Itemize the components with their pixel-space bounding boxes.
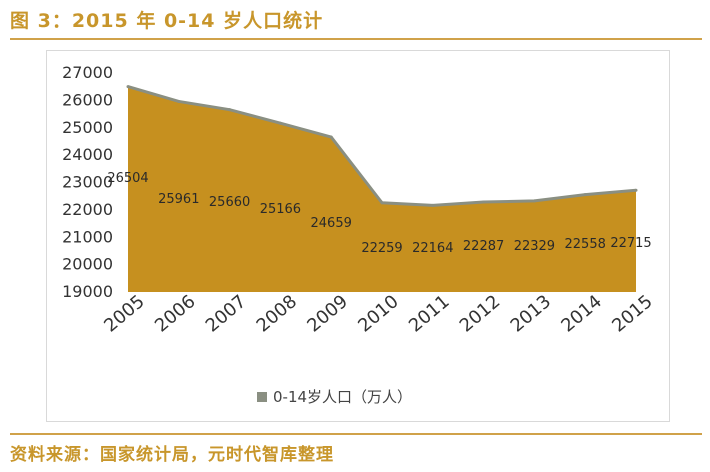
y-tick-label: 21000 (62, 227, 113, 246)
y-tick-label: 19000 (62, 282, 113, 301)
source-note: 资料来源：国家统计局，元时代智库整理 (10, 445, 334, 465)
data-point-2012 (482, 200, 486, 204)
data-label-2015: 22715 (610, 236, 651, 251)
data-point-2005 (126, 85, 130, 89)
data-point-2013 (532, 199, 536, 203)
x-tick-label: 2007 (202, 291, 251, 337)
data-label-2013: 22329 (514, 239, 555, 254)
y-tick-label: 24000 (62, 145, 113, 164)
figure-title: 图 3：2015 年 0-14 岁人口统计 (10, 10, 324, 32)
y-tick-label: 22000 (62, 200, 113, 219)
legend: 0-14岁人口（万人） (257, 388, 412, 406)
x-tick-label: 2012 (456, 291, 505, 337)
x-tick-label: 2006 (151, 291, 200, 337)
x-tick-label: 2008 (253, 291, 302, 337)
y-tick-label: 27000 (62, 63, 113, 82)
data-label-2009: 24659 (311, 216, 352, 231)
x-tick-label: 2014 (557, 291, 606, 337)
title-divider (10, 38, 702, 40)
y-tick-label: 20000 (62, 255, 113, 274)
y-tick-label: 26000 (62, 90, 113, 109)
data-label-2007: 25660 (209, 195, 250, 210)
data-point-2006 (177, 99, 181, 103)
area-layer (126, 85, 638, 292)
data-label-2005: 26504 (107, 171, 148, 186)
data-point-2011 (431, 203, 435, 207)
data-label-2010: 22259 (361, 241, 402, 256)
y-tick-label: 23000 (62, 173, 113, 192)
y-tick-label: 25000 (62, 118, 113, 137)
data-point-2014 (583, 193, 587, 197)
data-labels: 26504 25961 25660 25166 24659 22259 22164 22287… (107, 171, 651, 256)
data-point-2008 (278, 121, 282, 125)
data-label-2008: 25166 (260, 202, 301, 217)
area-series-fill (128, 86, 636, 292)
source-divider (10, 433, 702, 435)
data-label-2012: 22287 (463, 239, 504, 254)
y-axis-ticks: 27000 26000 25000 24000 23000 22000 21000 20000… (62, 63, 113, 301)
legend-swatch (257, 392, 267, 402)
x-axis-ticks: 2005 2006 2007 2008 2009 2010 2011 2012 2013 2014… (100, 291, 657, 337)
x-tick-label: 2009 (303, 291, 352, 337)
legend-label: 0-14岁人口（万人） (273, 388, 412, 406)
data-point-2007 (228, 108, 232, 112)
x-tick-label: 2010 (354, 291, 403, 337)
data-point-2010 (380, 201, 384, 205)
data-point-2009 (329, 135, 333, 139)
x-tick-label: 2013 (507, 291, 556, 337)
x-tick-label: 2011 (405, 291, 454, 337)
data-label-2014: 22558 (565, 237, 606, 252)
data-point-2015 (634, 188, 638, 192)
data-label-2011: 22164 (412, 241, 453, 256)
data-label-2006: 25961 (158, 192, 199, 207)
x-tick-label: 2015 (608, 291, 657, 337)
